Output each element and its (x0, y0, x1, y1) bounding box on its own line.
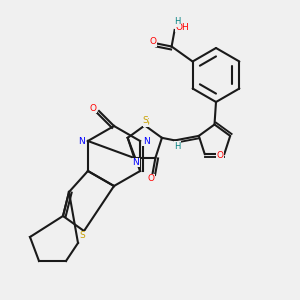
Text: N: N (132, 158, 139, 167)
Text: O: O (216, 151, 223, 160)
Text: N: N (143, 136, 149, 146)
Text: S: S (80, 231, 85, 240)
Text: S: S (143, 118, 149, 127)
Text: S: S (142, 116, 148, 125)
Text: H: H (174, 17, 180, 26)
Text: OH: OH (175, 22, 189, 32)
Text: O: O (147, 175, 155, 184)
Text: O: O (149, 38, 157, 46)
Text: O: O (89, 103, 97, 112)
Text: H: H (175, 142, 181, 151)
Text: N: N (79, 136, 85, 146)
